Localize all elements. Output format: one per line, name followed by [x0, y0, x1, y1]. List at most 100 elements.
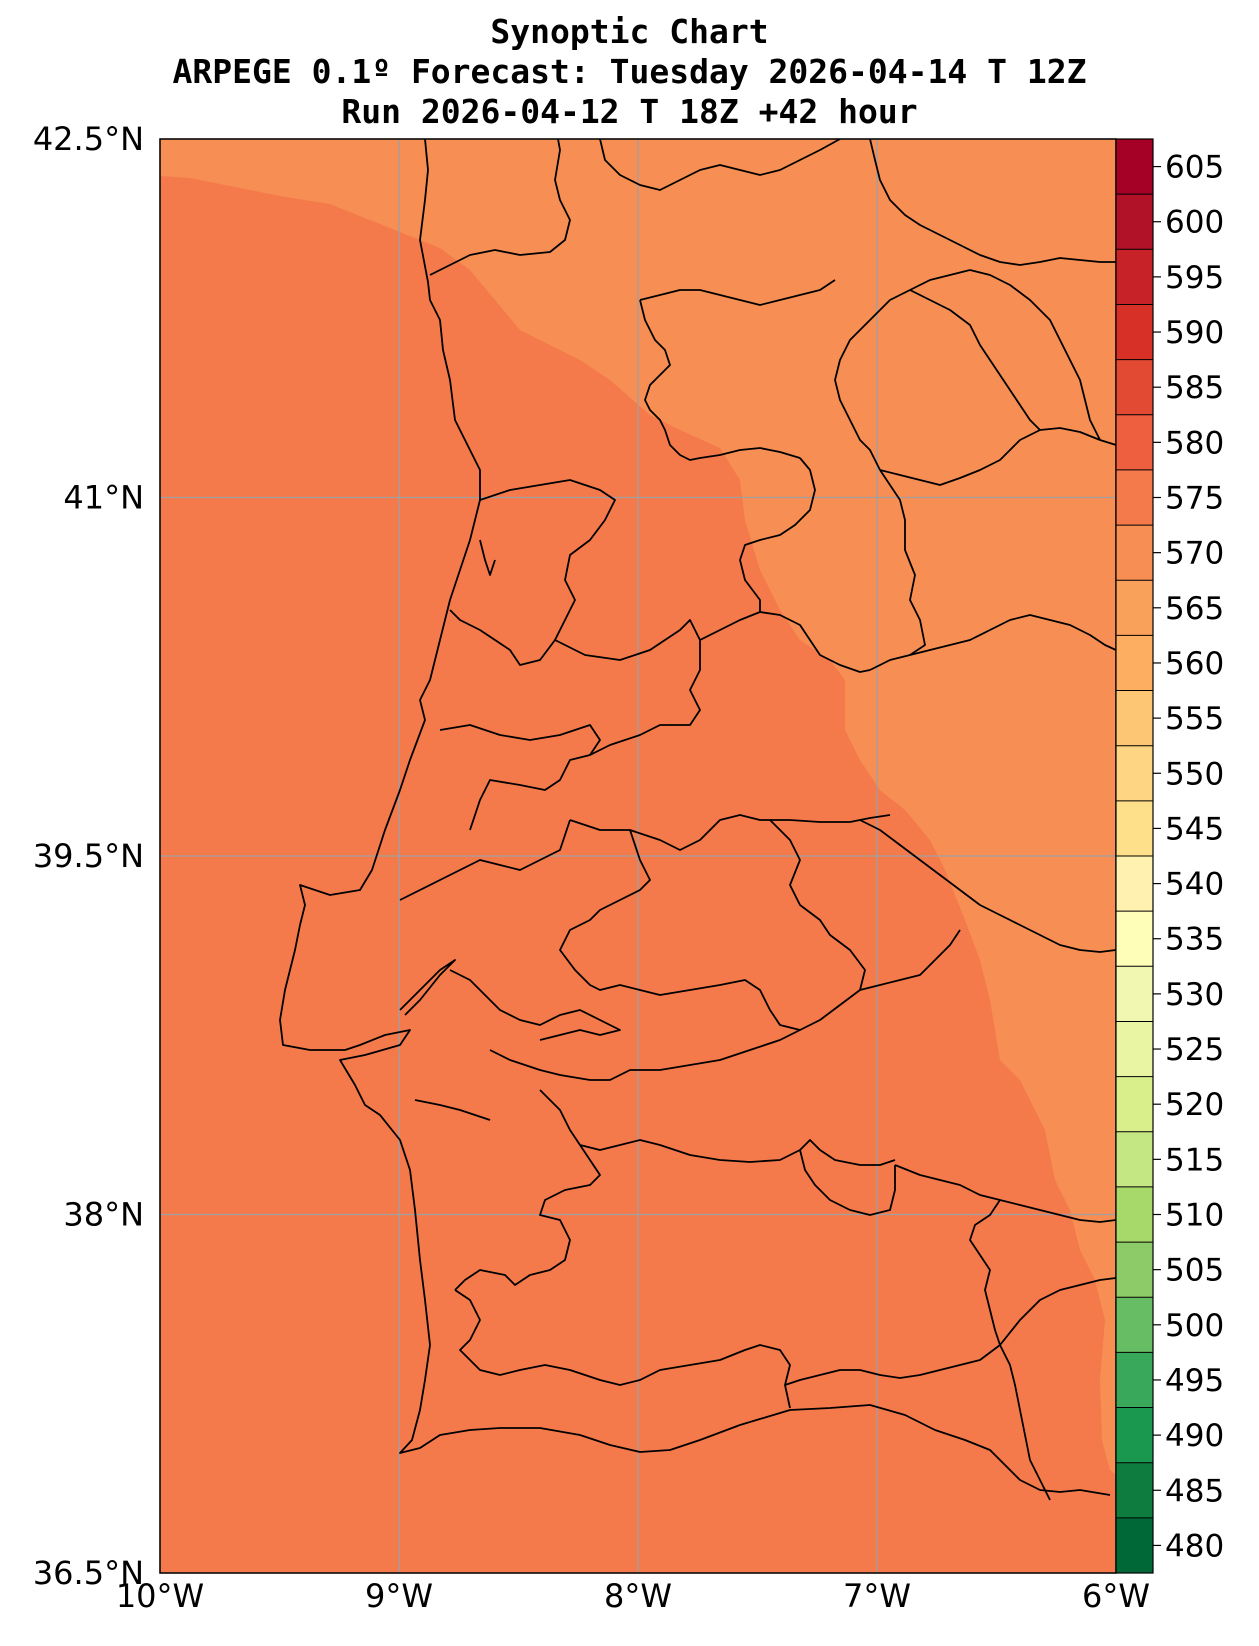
colorbar-swatch [1116, 525, 1153, 581]
region-border-12 [454, 1289, 791, 1409]
region-border-22 [834, 269, 971, 471]
colorbar-swatch [1116, 139, 1153, 195]
colorbar-label: 515 [1165, 1142, 1224, 1178]
region-border-23 [639, 279, 836, 306]
colorbar-swatch [1116, 1131, 1153, 1188]
longitude-tick-label: 7°W [843, 1577, 911, 1615]
colorbar-swatch [1116, 745, 1153, 802]
colorbar-swatch [1116, 690, 1153, 747]
colorbar-swatch [1116, 1242, 1153, 1298]
coastline-and-boundaries [279, 139, 1116, 1501]
colorbar-swatch [1116, 1352, 1153, 1409]
longitude-tick-label: 10°W [116, 1577, 204, 1615]
colorbar-swatch [1116, 1021, 1153, 1078]
colorbar-label: 540 [1165, 867, 1224, 903]
region-border-15 [859, 819, 1116, 953]
region-border-25 [739, 457, 816, 612]
region-border-20 [699, 611, 871, 673]
river-estuary-sado [414, 1099, 491, 1121]
latitude-tick-label: 41°N [63, 479, 144, 517]
latitude-tick-label: 38°N [63, 1196, 144, 1234]
colorbar-label: 535 [1165, 922, 1224, 958]
colorbar-label: 590 [1165, 315, 1224, 351]
north-border [429, 139, 571, 276]
colorbar-label: 510 [1165, 1198, 1224, 1234]
latitude-tick-labels: 42.5°N 41°N 39.5°N 38°N 36.5°N [33, 120, 144, 1592]
colorbar-swatch [1116, 800, 1153, 857]
region-border-8 [489, 1029, 801, 1081]
region-border-26 [879, 469, 926, 656]
colorbar-label: 580 [1165, 425, 1224, 461]
colorbar-swatch [1116, 469, 1153, 526]
colorbar-swatch [1116, 194, 1153, 250]
colorbar-label: 555 [1165, 701, 1224, 737]
latitude-tick-label: 36.5°N [33, 1554, 144, 1592]
colorbar-swatch [1116, 1297, 1153, 1353]
river-estuary-tejo [399, 959, 456, 1016]
colorbar-label: 530 [1165, 977, 1224, 1013]
colorbar-label: 570 [1165, 536, 1224, 572]
region-border-1 [449, 479, 616, 666]
colorbar-label: 600 [1165, 205, 1224, 241]
colorbar-swatch [1116, 359, 1153, 416]
region-border-3 [439, 724, 601, 756]
region-border-5 [559, 819, 866, 1031]
colorbar-swatch [1116, 1462, 1153, 1519]
region-border-2 [469, 619, 701, 831]
colorbar-swatch [1116, 1186, 1153, 1243]
colorbar-swatch [1116, 635, 1153, 692]
colorbar-label: 500 [1165, 1308, 1224, 1344]
colorbar-label: 490 [1165, 1418, 1224, 1454]
colorbar-swatch [1116, 1517, 1153, 1574]
colorbar-label: 480 [1165, 1528, 1224, 1564]
region-border-6 [449, 969, 621, 1041]
colorbar-swatch [1116, 304, 1153, 361]
aveiro-lagoon [479, 539, 496, 576]
colorbar-label: 560 [1165, 646, 1224, 682]
colorbar-label: 550 [1165, 756, 1224, 792]
region-border-30 [969, 269, 1101, 441]
colorbar-label: 595 [1165, 260, 1224, 296]
colorbar-label: 485 [1165, 1473, 1224, 1509]
colorbar-label: 505 [1165, 1253, 1224, 1289]
region-border-16 [859, 929, 961, 991]
colorbar-label: 575 [1165, 481, 1224, 517]
colorbar-label: 605 [1165, 150, 1224, 186]
title-line-2: ARPEGE 0.1º Forecast: Tuesday 2026-04-14… [172, 52, 1087, 91]
region-border-13 [784, 1277, 1116, 1386]
colorbar-label: 585 [1165, 370, 1224, 406]
region-border-24 [639, 299, 801, 461]
colorbar-swatch [1116, 249, 1153, 305]
longitude-tick-labels: 10°W 9°W 8°W 7°W 6°W [116, 1577, 1150, 1615]
colorbar-label: 525 [1165, 1032, 1224, 1068]
region-border-10 [454, 1144, 601, 1291]
colorbar-label: 545 [1165, 811, 1224, 847]
longitude-tick-label: 9°W [365, 1577, 433, 1615]
colorbar-label: 520 [1165, 1087, 1224, 1123]
region-border-14 [894, 1164, 1116, 1223]
region-border-19 [869, 614, 1116, 671]
longitude-tick-label: 8°W [604, 1577, 672, 1615]
title-line-1: Synoptic Chart [490, 12, 769, 51]
latitude-tick-label: 42.5°N [33, 120, 144, 158]
region-border-4 [569, 814, 891, 851]
colorbar-swatch [1116, 856, 1153, 912]
region-border-17 [969, 1199, 1001, 1346]
colorbar-swatch [1116, 1076, 1153, 1133]
region-border-7 [399, 819, 571, 901]
colorbar-label: 565 [1165, 591, 1224, 627]
colorbar-swatch [1116, 580, 1153, 636]
region-border-11 [799, 1149, 896, 1216]
coastline [279, 139, 1111, 1496]
chart-title: Synoptic Chart ARPEGE 0.1º Forecast: Tue… [0, 12, 1259, 132]
colorbar-swatch [1116, 1407, 1153, 1464]
colorbar-swatch [1116, 414, 1153, 471]
region-border-21 [879, 427, 1116, 486]
colorbar-swatch [1116, 966, 1153, 1022]
latitude-tick-label: 39.5°N [33, 837, 144, 875]
colorbar-swatch [1116, 911, 1153, 967]
longitude-tick-label: 6°W [1082, 1577, 1150, 1615]
region-border-28 [599, 139, 841, 191]
region-border-29 [909, 289, 1041, 431]
